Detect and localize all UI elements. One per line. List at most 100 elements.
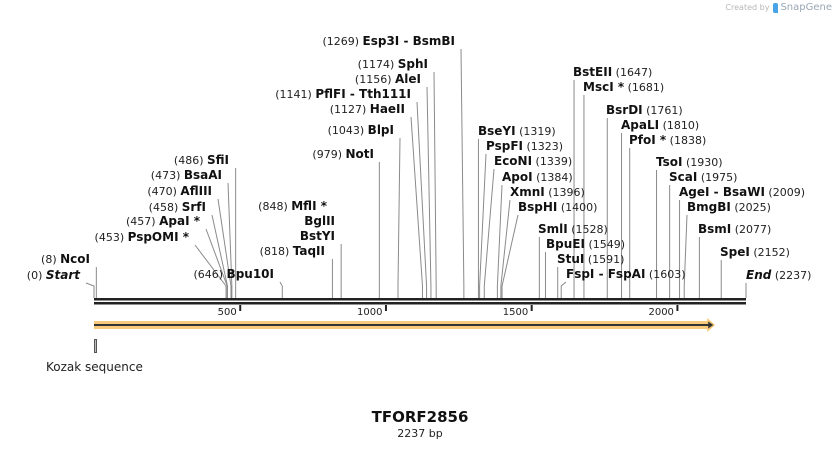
- site-label-apoi[interactable]: ApoI (1384): [502, 170, 573, 184]
- svg-text:(473) BsaAI: (473) BsaAI: [151, 168, 222, 182]
- orf-arrowhead-icon: [708, 321, 714, 329]
- kozak-feature-box[interactable]: [94, 339, 97, 353]
- svg-text:ScaI (1975): ScaI (1975): [669, 170, 737, 184]
- svg-text:(470) AflIII: (470) AflIII: [147, 184, 212, 198]
- site-line-pspomi: [194, 244, 227, 298]
- site-label-bsteii[interactable]: BstEII (1647): [573, 65, 652, 79]
- site-label-bglii[interactable]: BglII: [304, 214, 335, 228]
- site-label-afliii[interactable]: (470) AflIII: [147, 184, 212, 198]
- site-label-srfi[interactable]: (458) SrfI: [149, 200, 206, 214]
- site-label-mfli[interactable]: (848) MflI *: [258, 199, 328, 213]
- site-label-bstyi[interactable]: BstYI: [300, 229, 335, 243]
- ruler-tick: [530, 305, 533, 311]
- svg-text:ApoI (1384): ApoI (1384): [502, 170, 573, 184]
- svg-text:(0) Start: (0) Start: [27, 268, 81, 282]
- site-label-bsrdi[interactable]: BsrDI (1761): [606, 103, 683, 117]
- svg-text:(1141) PflFI - Tth111I: (1141) PflFI - Tth111I: [275, 87, 411, 101]
- ruler-tick-label: 500: [218, 307, 237, 318]
- site-label-esp3i-bsmbi[interactable]: (1269) Esp3I - BsmBI: [322, 34, 455, 48]
- sequence-name: TFORF2856: [371, 408, 469, 426]
- orf-arrow[interactable]: [94, 324, 711, 326]
- site-label-bpu10i[interactable]: (646) Bpu10I: [193, 267, 274, 281]
- svg-text:(1127) HaeII: (1127) HaeII: [330, 102, 405, 116]
- svg-text:End (2237): End (2237): [746, 268, 811, 282]
- svg-text:(453) PspOMI *: (453) PspOMI *: [95, 230, 190, 244]
- credit-brand: SnapGene: [780, 2, 832, 13]
- svg-text:(1156) AleI: (1156) AleI: [355, 72, 421, 86]
- snapgene-credit: Created by SnapGene: [725, 2, 832, 13]
- site-label-bsphi[interactable]: BspHI (1400): [518, 200, 597, 214]
- site-lines: [85, 48, 747, 298]
- site-label-spei[interactable]: SpeI (2152): [720, 245, 790, 259]
- svg-text:StuI (1591): StuI (1591): [557, 252, 624, 266]
- svg-text:SmlI (1528): SmlI (1528): [538, 222, 608, 236]
- kozak-feature-label: Kozak sequence: [46, 360, 143, 374]
- svg-text:ApaLI (1810): ApaLI (1810): [621, 118, 699, 132]
- site-label-bmgbi[interactable]: BmgBI (2025): [687, 200, 771, 214]
- svg-text:PspFI (1323): PspFI (1323): [486, 139, 563, 153]
- site-label-pspfi[interactable]: PspFI (1323): [486, 139, 563, 153]
- svg-text:BstEII (1647): BstEII (1647): [573, 65, 652, 79]
- site-label-end[interactable]: End (2237): [746, 268, 811, 282]
- site-label-bpuei[interactable]: BpuEI (1549): [546, 237, 625, 251]
- site-line-afliii: [217, 198, 232, 298]
- site-line-blpi: [397, 137, 401, 298]
- site-line-sphi: [433, 71, 437, 298]
- svg-text:MscI * (1681): MscI * (1681): [583, 80, 664, 94]
- svg-text:(1269) Esp3I - BsmBI: (1269) Esp3I - BsmBI: [322, 34, 455, 48]
- site-line-bmgbi: [683, 214, 688, 298]
- svg-text:(818) TaqII: (818) TaqII: [260, 244, 325, 258]
- svg-text:TsoI (1930): TsoI (1930): [656, 155, 723, 169]
- site-label-haeii[interactable]: (1127) HaeII: [330, 102, 405, 116]
- site-label-agei-bsawi[interactable]: AgeI - BsaWI (2009): [679, 185, 805, 199]
- svg-text:AgeI - BsaWI (2009): AgeI - BsaWI (2009): [679, 185, 805, 199]
- site-label-alei[interactable]: (1156) AleI: [355, 72, 421, 86]
- site-label-taqii[interactable]: (818) TaqII: [260, 244, 325, 258]
- svg-text:BseYI (1319): BseYI (1319): [478, 124, 556, 138]
- site-label-blpi[interactable]: (1043) BlpI: [328, 123, 394, 137]
- site-label-xmni[interactable]: XmnI (1396): [510, 185, 585, 199]
- site-label-apai[interactable]: (457) ApaI *: [126, 214, 201, 228]
- dna-backbone[interactable]: [94, 298, 746, 305]
- site-label-econi[interactable]: EcoNI (1339): [494, 154, 572, 168]
- site-label-pflfi-tth111i[interactable]: (1141) PflFI - Tth111I: [275, 87, 411, 101]
- site-label-bseyi[interactable]: BseYI (1319): [478, 124, 556, 138]
- svg-text:BstYI: BstYI: [300, 229, 335, 243]
- svg-text:BspHI (1400): BspHI (1400): [518, 200, 597, 214]
- site-label-stui[interactable]: StuI (1591): [557, 252, 624, 266]
- site-label-sfii[interactable]: (486) SfiI: [174, 153, 229, 167]
- site-label-noti[interactable]: (979) NotI: [312, 147, 374, 161]
- ruler-tick: [239, 305, 242, 311]
- site-label-scai[interactable]: ScaI (1975): [669, 170, 737, 184]
- site-label-apali[interactable]: ApaLI (1810): [621, 118, 699, 132]
- site-label-pspomi[interactable]: (453) PspOMI *: [95, 230, 190, 244]
- svg-text:FspI - FspAI (1603): FspI - FspAI (1603): [566, 267, 686, 281]
- site-label-smli[interactable]: SmlI (1528): [538, 222, 608, 236]
- backbone-bottom-strand[interactable]: [94, 302, 746, 305]
- site-label-fspi-fspai[interactable]: FspI - FspAI (1603): [566, 267, 686, 281]
- site-label-ncoi[interactable]: (8) NcoI: [41, 252, 90, 266]
- site-line-esp3i-bsmbi: [460, 48, 465, 298]
- backbone-top-strand[interactable]: [94, 298, 746, 301]
- svg-text:(646) Bpu10I: (646) Bpu10I: [193, 267, 274, 281]
- snapgene-logo-icon: [773, 2, 779, 13]
- svg-text:(1174) SphI: (1174) SphI: [358, 57, 428, 71]
- site-label-bsmi[interactable]: BsmI (2077): [698, 222, 771, 236]
- credit-prefix: Created by: [725, 3, 770, 12]
- site-label-msci[interactable]: MscI * (1681): [583, 80, 664, 94]
- site-label-bsaai[interactable]: (473) BsaAI: [151, 168, 222, 182]
- site-label-start[interactable]: (0) Start: [27, 268, 81, 282]
- svg-text:BmgBI (2025): BmgBI (2025): [687, 200, 771, 214]
- site-label-sphi[interactable]: (1174) SphI: [358, 57, 428, 71]
- site-line-alei: [426, 86, 432, 298]
- svg-text:(979) NotI: (979) NotI: [312, 147, 374, 161]
- site-label-tsoi[interactable]: TsoI (1930): [656, 155, 723, 169]
- site-label-pfoi[interactable]: PfoI * (1838): [629, 133, 706, 147]
- site-line-econi: [483, 168, 495, 298]
- feature-track[interactable]: [94, 318, 716, 332]
- svg-text:XmnI (1396): XmnI (1396): [510, 185, 585, 199]
- svg-text:PfoI * (1838): PfoI * (1838): [629, 133, 706, 147]
- svg-text:(1043) BlpI: (1043) BlpI: [328, 123, 394, 137]
- svg-text:BpuEI (1549): BpuEI (1549): [546, 237, 625, 251]
